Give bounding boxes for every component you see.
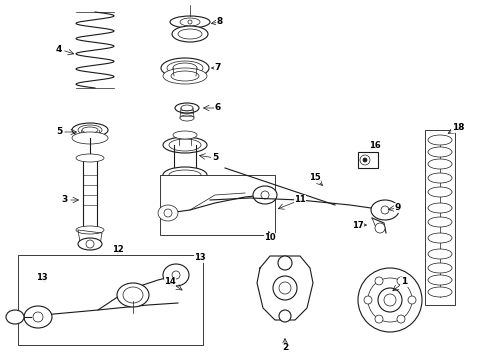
- Text: 4: 4: [56, 45, 62, 54]
- Ellipse shape: [24, 306, 52, 328]
- Text: 13: 13: [194, 253, 206, 262]
- Circle shape: [33, 312, 43, 322]
- Bar: [358, 152, 378, 168]
- Ellipse shape: [169, 139, 201, 151]
- Ellipse shape: [253, 186, 277, 204]
- Ellipse shape: [6, 310, 24, 324]
- Ellipse shape: [72, 132, 108, 144]
- Ellipse shape: [163, 68, 207, 84]
- Circle shape: [188, 20, 192, 24]
- Text: 18: 18: [452, 123, 464, 132]
- Text: 14: 14: [164, 278, 176, 287]
- Circle shape: [273, 276, 297, 300]
- Ellipse shape: [158, 205, 178, 221]
- Ellipse shape: [180, 18, 200, 26]
- Circle shape: [368, 278, 412, 322]
- Text: 11: 11: [294, 195, 306, 204]
- Text: 7: 7: [215, 63, 221, 72]
- Circle shape: [279, 310, 291, 322]
- Text: 10: 10: [264, 234, 276, 243]
- Circle shape: [397, 315, 405, 323]
- Text: 6: 6: [215, 104, 221, 112]
- Ellipse shape: [428, 233, 452, 243]
- Text: 12: 12: [112, 246, 124, 255]
- Ellipse shape: [78, 238, 102, 250]
- Ellipse shape: [178, 29, 202, 39]
- Polygon shape: [257, 256, 313, 320]
- Circle shape: [375, 315, 383, 323]
- Text: 9: 9: [395, 203, 401, 212]
- Ellipse shape: [428, 147, 452, 157]
- Ellipse shape: [428, 217, 452, 227]
- Text: 8: 8: [217, 18, 223, 27]
- Circle shape: [384, 294, 396, 306]
- Circle shape: [358, 268, 422, 332]
- Ellipse shape: [78, 125, 102, 135]
- Circle shape: [172, 271, 180, 279]
- Text: 2: 2: [282, 343, 288, 352]
- Circle shape: [378, 288, 402, 312]
- Ellipse shape: [428, 159, 452, 169]
- Circle shape: [363, 158, 367, 162]
- Ellipse shape: [428, 187, 452, 197]
- Ellipse shape: [428, 275, 452, 285]
- Text: 16: 16: [369, 140, 381, 149]
- Ellipse shape: [163, 264, 189, 286]
- Circle shape: [375, 277, 383, 285]
- Ellipse shape: [371, 200, 399, 220]
- Ellipse shape: [163, 167, 207, 183]
- Ellipse shape: [428, 203, 452, 213]
- Circle shape: [164, 209, 172, 217]
- Ellipse shape: [161, 58, 209, 78]
- Ellipse shape: [76, 154, 104, 162]
- Ellipse shape: [428, 287, 452, 297]
- Ellipse shape: [428, 249, 452, 259]
- Text: 13: 13: [36, 274, 48, 283]
- Circle shape: [86, 240, 94, 248]
- Circle shape: [397, 277, 405, 285]
- Bar: [18, 255, 203, 345]
- Circle shape: [279, 282, 291, 294]
- Ellipse shape: [169, 170, 201, 180]
- Text: 1: 1: [401, 278, 407, 287]
- Circle shape: [364, 296, 372, 304]
- Ellipse shape: [180, 115, 194, 121]
- Ellipse shape: [428, 173, 452, 183]
- Ellipse shape: [171, 71, 199, 81]
- Circle shape: [375, 223, 385, 233]
- Bar: [425, 130, 455, 305]
- Text: 3: 3: [62, 195, 68, 204]
- Bar: [160, 175, 275, 235]
- Ellipse shape: [123, 287, 143, 303]
- Ellipse shape: [170, 16, 210, 28]
- Ellipse shape: [163, 137, 207, 153]
- Ellipse shape: [428, 135, 452, 145]
- Text: 15: 15: [309, 174, 321, 183]
- Text: 17: 17: [352, 220, 364, 230]
- Circle shape: [408, 296, 416, 304]
- Ellipse shape: [117, 283, 149, 307]
- Circle shape: [360, 155, 370, 165]
- Circle shape: [278, 256, 292, 270]
- Text: 5: 5: [56, 127, 62, 136]
- Ellipse shape: [72, 123, 108, 137]
- Ellipse shape: [167, 61, 203, 75]
- Ellipse shape: [173, 131, 197, 139]
- Ellipse shape: [173, 63, 197, 73]
- Circle shape: [381, 206, 389, 214]
- Ellipse shape: [175, 103, 199, 113]
- Ellipse shape: [181, 105, 193, 111]
- Circle shape: [261, 191, 269, 199]
- Ellipse shape: [172, 26, 208, 42]
- Ellipse shape: [76, 226, 104, 234]
- Ellipse shape: [82, 127, 98, 133]
- Ellipse shape: [428, 263, 452, 273]
- Text: 5: 5: [212, 153, 218, 162]
